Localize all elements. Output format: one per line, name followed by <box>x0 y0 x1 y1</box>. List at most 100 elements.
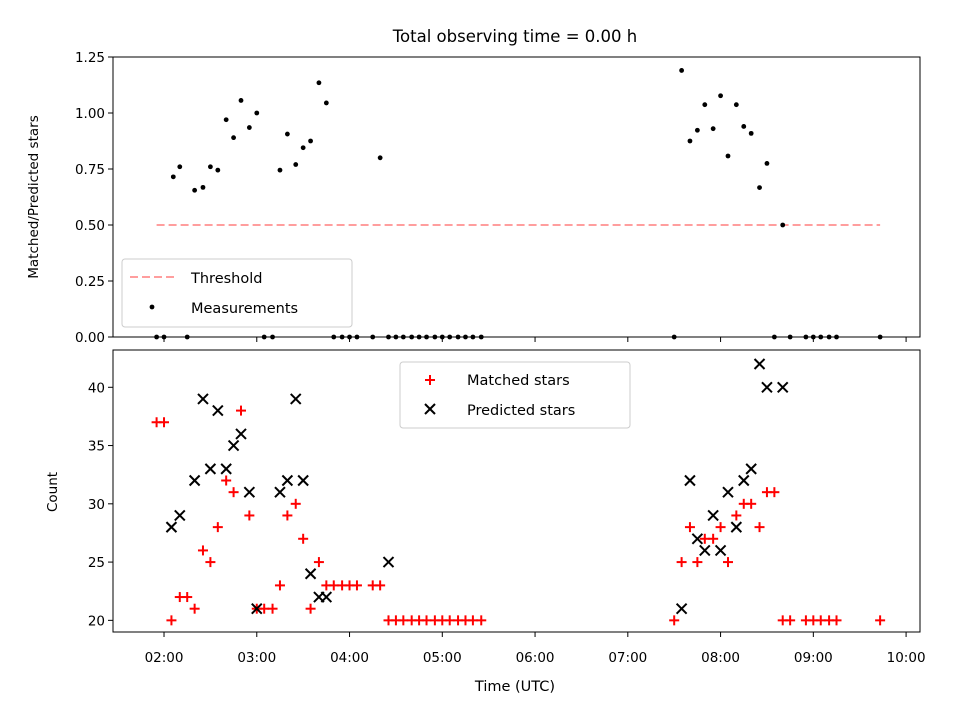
matched-star-point <box>746 498 757 509</box>
predicted-star-point <box>243 486 256 498</box>
predicted-star-point <box>227 439 240 452</box>
count-panel: 20 25 30 35 40 02:00 03:00 04:00 05:00 06:00 07:0… <box>45 349 926 695</box>
predicted-star-point <box>212 404 224 417</box>
cross-stroke <box>220 463 232 475</box>
cross-stroke <box>227 439 240 452</box>
y-tick-label: 0.75 <box>75 162 105 178</box>
measurement-point <box>733 102 739 108</box>
measurement-point <box>308 138 313 144</box>
measurement-point <box>764 161 770 166</box>
measurement-point <box>687 138 693 144</box>
matched-star-point <box>274 580 285 591</box>
x-tick-label: 02:00 <box>145 650 184 666</box>
y-tick-label: 1.25 <box>75 50 105 66</box>
matched-star-point <box>421 615 432 626</box>
cross-stroke <box>243 486 256 498</box>
y-tick-label: 25 <box>88 555 105 571</box>
measurement-point <box>254 110 260 116</box>
count-x-axis-ticks: 02:00 03:00 04:00 05:00 06:00 07:00 08:00 09:00… <box>145 632 926 666</box>
x-tick-label: 04:00 <box>330 650 369 666</box>
predicted-star-point <box>235 428 247 440</box>
measurement-point <box>277 167 283 173</box>
matched-star-point <box>785 615 796 626</box>
predicted-star-point <box>714 544 727 557</box>
ratio-panel: Total observing time = 0.00 h 0.000.250.… <box>26 27 921 346</box>
measurement-point <box>300 145 306 151</box>
cross-stroke <box>684 474 696 487</box>
matched-star-point <box>684 522 695 533</box>
predicted-star-point <box>188 474 201 487</box>
count-axes-frame <box>112 349 921 633</box>
predicted-star-point <box>738 474 750 487</box>
predicted-star-point <box>753 358 766 370</box>
legend-predicted-swatch <box>424 403 436 415</box>
cross-stroke <box>722 486 734 498</box>
matched-star-point <box>290 498 301 509</box>
matched-star-point <box>708 533 719 544</box>
predicted-star-point <box>174 509 186 522</box>
cross-stroke <box>777 381 789 393</box>
cross-stroke <box>197 393 209 405</box>
cross-stroke <box>714 544 727 557</box>
predicted-star-point <box>761 381 773 393</box>
cross-stroke <box>707 509 719 522</box>
count-y-axis-ticks: 20 25 30 35 40 <box>88 380 113 629</box>
y-tick-label: 1.00 <box>75 106 105 122</box>
matched-star-point <box>754 522 765 533</box>
matched-star-point <box>476 615 487 626</box>
matched-star-point <box>159 417 170 428</box>
count-legend: Matched stars Predicted stars <box>399 361 631 429</box>
count-plot-area <box>151 358 886 626</box>
matched-star-point <box>351 580 362 591</box>
measurement-point <box>231 135 236 141</box>
matched-star-point <box>298 533 309 544</box>
cross-stroke <box>204 463 217 475</box>
predicted-star-point <box>297 474 309 487</box>
matched-star-point <box>398 615 409 626</box>
legend-matched-marker <box>425 375 435 385</box>
x-tick-label: 07:00 <box>608 650 647 666</box>
legend-measurements-label: Measurements <box>191 301 298 317</box>
measurement-point <box>725 153 731 159</box>
y-tick-label: 0.25 <box>75 274 105 290</box>
matched-star-point <box>815 615 826 626</box>
predicted-star-point <box>290 393 302 405</box>
cross-stroke <box>730 521 743 533</box>
y-tick-label: 0.00 <box>75 330 105 346</box>
matched-star-point <box>669 615 680 626</box>
cross-stroke <box>235 428 247 440</box>
matched-star-point <box>305 603 316 614</box>
cross-stroke <box>304 568 317 580</box>
predicted-star-point <box>699 544 711 557</box>
cross-stroke <box>281 474 294 487</box>
cross-stroke <box>675 602 688 615</box>
matched-star-point <box>722 557 733 568</box>
predicted-star-point <box>777 381 789 393</box>
legend-threshold-label: Threshold <box>190 271 262 287</box>
x-tick-label: 03:00 <box>237 650 276 666</box>
cross-stroke <box>691 533 704 545</box>
count-legend-frame <box>399 361 631 429</box>
measurement-point <box>284 131 290 137</box>
matched-star-point <box>244 510 255 521</box>
legend-matched-label: Matched stars <box>467 373 570 389</box>
matched-star-point <box>182 592 193 603</box>
cross-stroke <box>761 381 773 393</box>
matched-star-point <box>467 615 478 626</box>
matched-star-point <box>313 557 324 568</box>
measurement-point <box>679 68 685 73</box>
predicted-star-point <box>281 474 294 487</box>
ratio-y-axis-label: Matched/Predicted stars <box>26 115 42 278</box>
cross-stroke <box>251 602 263 615</box>
matched-star-point <box>375 580 386 591</box>
measurement-point <box>170 174 176 180</box>
ratio-y-axis-ticks: 0.00 0.25 0.50 0.75 1.00 1.25 <box>75 50 907 346</box>
cross-stroke <box>738 474 750 487</box>
cross-stroke <box>174 509 186 522</box>
ratio-plot-area <box>154 68 883 340</box>
measurement-point <box>741 124 747 129</box>
matched-star-point <box>197 545 208 556</box>
cross-stroke <box>290 393 302 405</box>
